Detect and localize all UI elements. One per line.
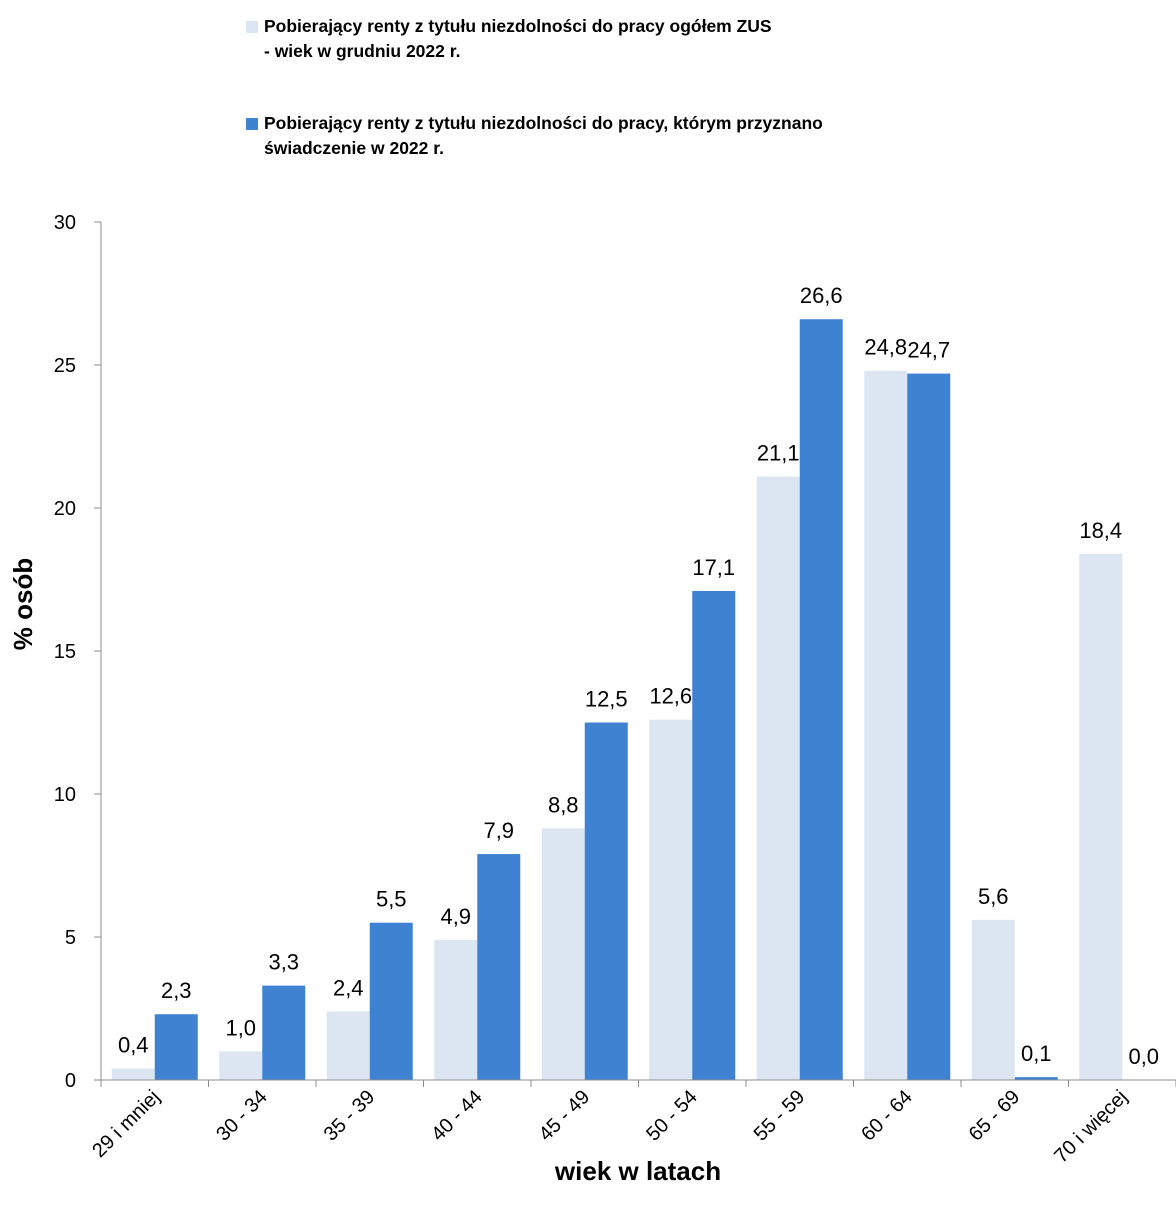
y-tick-label: 20	[54, 498, 76, 520]
data-label-new-2022: 5,5	[376, 887, 407, 912]
data-label-total: 5,6	[978, 884, 1009, 909]
x-tick-label: 65 - 69	[965, 1086, 1025, 1146]
y-tick-label: 0	[65, 1070, 76, 1092]
bar-new-2022	[799, 319, 843, 1080]
data-label-total: 8,8	[548, 792, 579, 817]
data-label-total: 2,4	[333, 975, 364, 1000]
data-label-total: 0,4	[118, 1033, 149, 1058]
data-label-total: 18,4	[1079, 518, 1122, 543]
y-tick-label: 10	[54, 784, 76, 806]
data-label-new-2022: 12,5	[585, 687, 628, 712]
x-tick-label: 45 - 49	[535, 1086, 595, 1146]
data-label-new-2022: 0,1	[1021, 1041, 1052, 1066]
legend-swatch-new-2022	[246, 118, 258, 130]
x-tick-label: 40 - 44	[427, 1086, 487, 1146]
x-tick-label: 70 i więcej	[1050, 1086, 1132, 1168]
bar-new-2022	[477, 854, 521, 1080]
bar-total	[434, 939, 478, 1080]
x-tick-label: 50 - 54	[642, 1086, 702, 1146]
x-axis-title: wiek w latach	[554, 1156, 721, 1186]
data-label-new-2022: 3,3	[268, 950, 299, 975]
bar-total	[649, 719, 693, 1080]
y-tick-label: 5	[65, 927, 76, 949]
bar-total	[864, 370, 908, 1081]
bars: 0,4 2,3 1,0 3,3 2,4 5,5 4,9 7,9 8,8 12,5 12,6 17,1 2…	[111, 283, 1159, 1081]
legend: Pobierający renty z tytułu niezdolności …	[246, 14, 1006, 161]
bar-new-2022	[154, 1014, 198, 1080]
bar-total	[1079, 553, 1123, 1080]
legend-label-new-2022: Pobierający renty z tytułu niezdolności …	[264, 113, 823, 158]
legend-label-total: Pobierający renty z tytułu niezdolności …	[264, 16, 772, 61]
legend-item-total: Pobierający renty z tytułu niezdolności …	[246, 14, 1006, 64]
x-tick-label: 29 i mniej	[88, 1086, 164, 1162]
bar-total	[756, 476, 800, 1080]
data-label-total: 24,8	[864, 335, 907, 360]
data-label-new-2022: 26,6	[800, 283, 843, 308]
data-label-new-2022: 2,3	[161, 978, 192, 1003]
y-axis: 0 5 10 15 20 25 30	[54, 212, 102, 1092]
bar-new-2022	[907, 373, 951, 1081]
x-axis: 29 i mniej 30 - 34 35 - 39 40 - 44 45 - 49 50…	[88, 1079, 1176, 1168]
bar-new-2022	[369, 922, 413, 1080]
y-tick-label: 25	[54, 355, 76, 377]
x-tick-label: 35 - 39	[320, 1086, 380, 1146]
data-label-new-2022: 0,0	[1128, 1044, 1159, 1069]
y-tick-label: 30	[54, 212, 76, 234]
bar-total	[541, 828, 585, 1080]
data-label-new-2022: 17,1	[692, 555, 735, 580]
data-label-total: 1,0	[225, 1015, 256, 1040]
x-tick-label: 55 - 59	[750, 1086, 810, 1146]
x-tick-label: 30 - 34	[212, 1086, 272, 1146]
bar-total	[219, 1051, 263, 1080]
data-label-total: 12,6	[649, 684, 692, 709]
legend-swatch-total	[246, 21, 258, 33]
data-label-new-2022: 7,9	[483, 818, 514, 843]
bar-new-2022	[1014, 1077, 1058, 1080]
data-label-total: 4,9	[440, 904, 471, 929]
bar-total	[971, 919, 1015, 1080]
data-label-total: 21,1	[757, 441, 800, 466]
legend-item-new-2022: Pobierający renty z tytułu niezdolności …	[246, 111, 1006, 161]
y-axis-title: % osób	[8, 558, 38, 650]
bar-total	[111, 1068, 155, 1080]
bar-new-2022	[692, 590, 736, 1080]
bar-new-2022	[262, 985, 306, 1080]
y-tick-label: 15	[54, 641, 76, 663]
bar-new-2022	[584, 722, 628, 1080]
x-tick-label: 60 - 64	[857, 1086, 917, 1146]
data-label-new-2022: 24,7	[907, 338, 950, 363]
bar-total	[326, 1011, 370, 1080]
